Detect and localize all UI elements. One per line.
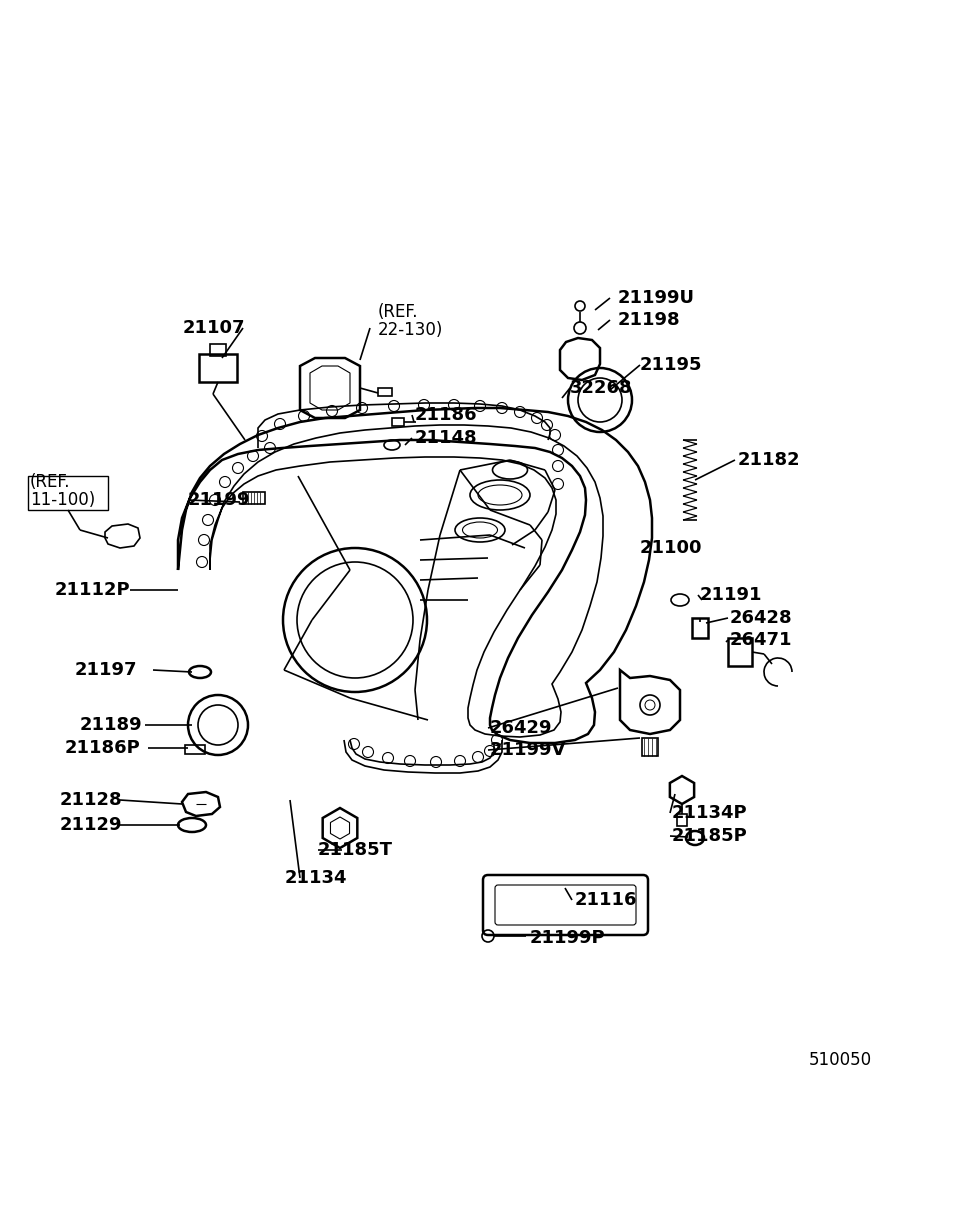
- Text: 21128: 21128: [60, 791, 123, 809]
- Bar: [210, 344, 226, 356]
- Text: 21199V: 21199V: [490, 741, 566, 759]
- Bar: [199, 355, 237, 382]
- Text: 21199: 21199: [188, 491, 251, 509]
- Bar: [728, 638, 752, 666]
- Text: 21195: 21195: [640, 356, 703, 374]
- Text: (REF.: (REF.: [378, 302, 419, 321]
- Text: 21186: 21186: [415, 407, 478, 423]
- Text: 21182: 21182: [738, 451, 801, 469]
- Bar: [692, 618, 708, 638]
- Text: 32268: 32268: [570, 379, 633, 397]
- Text: 21134: 21134: [285, 869, 348, 887]
- Text: 21185P: 21185P: [672, 826, 748, 845]
- Text: 21186P: 21186P: [65, 739, 141, 757]
- Text: 21134P: 21134P: [672, 803, 748, 822]
- Text: 21199P: 21199P: [530, 929, 606, 947]
- Text: 21116: 21116: [575, 891, 637, 909]
- Text: 11-100): 11-100): [30, 491, 95, 509]
- Text: 21148: 21148: [415, 430, 478, 446]
- Text: 21197: 21197: [75, 661, 137, 679]
- Text: 510050: 510050: [808, 1051, 872, 1068]
- Bar: [243, 492, 265, 505]
- Text: 21189: 21189: [80, 716, 143, 734]
- Bar: [677, 814, 687, 826]
- Text: 21198: 21198: [618, 311, 681, 329]
- Text: 21199U: 21199U: [618, 289, 695, 307]
- Text: (REF.: (REF.: [30, 473, 70, 491]
- Text: 21107: 21107: [182, 319, 245, 338]
- Text: 21112P: 21112P: [55, 581, 131, 599]
- Text: 26471: 26471: [730, 630, 793, 649]
- Bar: [642, 738, 658, 756]
- Text: 26429: 26429: [490, 719, 553, 737]
- Bar: [378, 388, 392, 396]
- Text: 22-130): 22-130): [378, 321, 444, 339]
- Bar: [392, 417, 404, 426]
- Text: 21129: 21129: [60, 816, 123, 834]
- Text: 21100: 21100: [640, 538, 703, 557]
- Bar: [185, 745, 205, 754]
- Text: 21185T: 21185T: [318, 841, 393, 859]
- Text: 26428: 26428: [730, 609, 793, 627]
- Text: 21191: 21191: [700, 586, 762, 604]
